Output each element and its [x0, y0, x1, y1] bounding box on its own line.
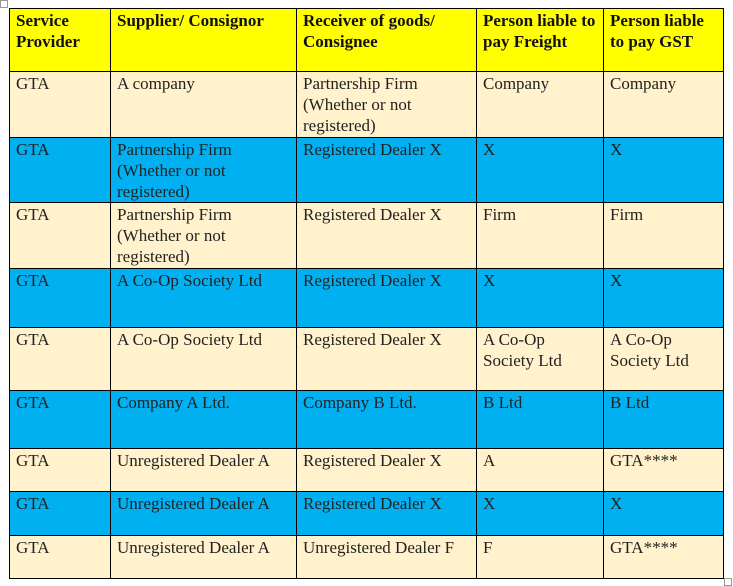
table-row: GTA A Co-Op Society Ltd Registered Dealer … — [9, 268, 724, 328]
table-row: GTA Unregistered Dealer A Registered Deale… — [9, 448, 724, 492]
cell-gst-payer[interactable]: A Co-Op Society Ltd — [603, 327, 724, 391]
cell-receiver[interactable]: Registered Dealer X — [296, 202, 477, 269]
table-row: GTA Unregistered Dealer A Registered Deale… — [9, 491, 724, 536]
gst-liability-table: Service Provider Supplier/ Consignor Rec… — [9, 8, 724, 579]
cell-gst-payer[interactable]: GTA**** — [603, 448, 724, 492]
table-row: GTA Unregistered Dealer A Unregistered Dea… — [9, 535, 724, 579]
cell-freight-payer[interactable]: Company — [476, 71, 604, 138]
cell-service-provider[interactable]: GTA — [9, 535, 111, 579]
header-gst-payer: Person liable to pay GST — [603, 8, 724, 72]
cell-gst-payer[interactable]: X — [603, 137, 724, 203]
cell-gst-payer[interactable]: X — [603, 491, 724, 536]
header-service-provider: Service Provider — [9, 8, 111, 72]
cell-service-provider[interactable]: GTA — [9, 491, 111, 536]
table-row: GTA Company A Ltd. Company B Ltd. B Ltd B Lt… — [9, 390, 724, 449]
cell-gst-payer[interactable]: X — [603, 268, 724, 328]
cell-service-provider[interactable]: GTA — [9, 137, 111, 203]
cell-supplier[interactable]: Partnership Firm (Whether or not registe… — [110, 202, 297, 269]
cell-service-provider[interactable]: GTA — [9, 268, 111, 328]
cell-freight-payer[interactable]: Firm — [476, 202, 604, 269]
cell-freight-payer[interactable]: X — [476, 491, 604, 536]
cell-service-provider[interactable]: GTA — [9, 202, 111, 269]
cell-freight-payer[interactable]: B Ltd — [476, 390, 604, 449]
table-row: GTA Partnership Firm (Whether or not regi… — [9, 202, 724, 269]
cell-supplier[interactable]: Unregistered Dealer A — [110, 491, 297, 536]
header-row: Service Provider Supplier/ Consignor Rec… — [9, 8, 724, 72]
cell-receiver[interactable]: Unregistered Dealer F — [296, 535, 477, 579]
header-receiver: Receiver of goods/ Consignee — [296, 8, 477, 72]
cell-service-provider[interactable]: GTA — [9, 448, 111, 492]
cell-receiver[interactable]: Registered Dealer X — [296, 137, 477, 203]
cell-supplier[interactable]: Unregistered Dealer A — [110, 448, 297, 492]
cell-receiver[interactable]: Registered Dealer X — [296, 268, 477, 328]
table-resize-handle[interactable] — [724, 578, 732, 586]
table-row: GTA A company Partnership Firm (Whether or… — [9, 71, 724, 138]
cell-receiver[interactable]: Company B Ltd. — [296, 390, 477, 449]
cell-receiver[interactable]: Registered Dealer X — [296, 491, 477, 536]
cell-freight-payer[interactable]: F — [476, 535, 604, 579]
cell-gst-payer[interactable]: B Ltd — [603, 390, 724, 449]
header-freight-payer: Person liable to pay Freight — [476, 8, 604, 72]
cell-freight-payer[interactable]: X — [476, 268, 604, 328]
cell-receiver[interactable]: Partnership Firm (Whether or not registe… — [296, 71, 477, 138]
cell-gst-payer[interactable]: GTA**** — [603, 535, 724, 579]
cell-receiver[interactable]: Registered Dealer X — [296, 448, 477, 492]
cell-freight-payer[interactable]: A — [476, 448, 604, 492]
cell-gst-payer[interactable]: Firm — [603, 202, 724, 269]
cell-service-provider[interactable]: GTA — [9, 327, 111, 391]
cell-supplier[interactable]: A Co-Op Society Ltd — [110, 268, 297, 328]
cell-supplier[interactable]: A company — [110, 71, 297, 138]
cell-service-provider[interactable]: GTA — [9, 390, 111, 449]
cell-freight-payer[interactable]: X — [476, 137, 604, 203]
table-move-handle[interactable] — [0, 0, 8, 8]
cell-receiver[interactable]: Registered Dealer X — [296, 327, 477, 391]
cell-service-provider[interactable]: GTA — [9, 71, 111, 138]
cell-supplier[interactable]: Unregistered Dealer A — [110, 535, 297, 579]
cell-supplier[interactable]: A Co-Op Society Ltd — [110, 327, 297, 391]
header-supplier: Supplier/ Consignor — [110, 8, 297, 72]
cell-supplier[interactable]: Partnership Firm (Whether or not registe… — [110, 137, 297, 203]
table-row: GTA Partnership Firm (Whether or not regi… — [9, 137, 724, 203]
table-row: GTA A Co-Op Society Ltd Registered Dealer … — [9, 327, 724, 391]
cell-supplier[interactable]: Company A Ltd. — [110, 390, 297, 449]
cell-freight-payer[interactable]: A Co-Op Society Ltd — [476, 327, 604, 391]
cell-gst-payer[interactable]: Company — [603, 71, 724, 138]
